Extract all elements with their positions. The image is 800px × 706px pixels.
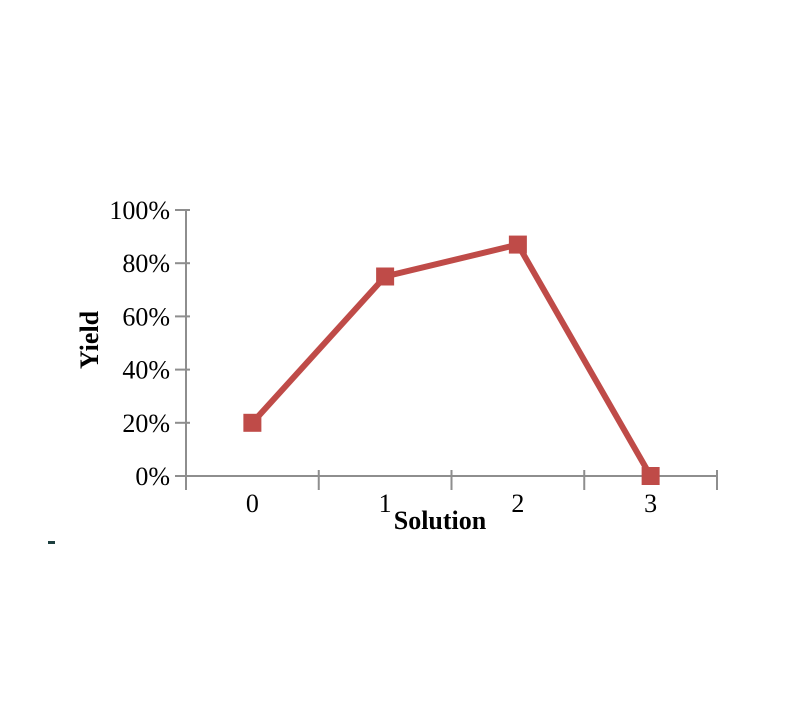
data-point-marker xyxy=(243,413,262,432)
data-point-marker xyxy=(641,467,660,485)
series-line xyxy=(250,241,654,478)
data-point-marker xyxy=(508,235,527,254)
y-tick-label: 20% xyxy=(122,409,170,438)
y-tick-label: 80% xyxy=(122,249,170,278)
x-tick-label: 3 xyxy=(644,489,657,518)
y-tick-label: 40% xyxy=(122,356,170,385)
data-point-marker xyxy=(376,267,395,286)
y-tick-label: 60% xyxy=(122,302,170,331)
x-tick-label: 0 xyxy=(246,489,259,518)
y-tick-label: 100% xyxy=(109,196,170,225)
x-tick-label: 1 xyxy=(379,489,392,518)
y-tick-label: 0% xyxy=(135,462,170,491)
y-axis-title: Yield xyxy=(75,310,104,370)
stray-mark xyxy=(48,541,55,544)
x-tick-label: 2 xyxy=(511,489,524,518)
x-axis-title: Solution xyxy=(393,506,487,535)
